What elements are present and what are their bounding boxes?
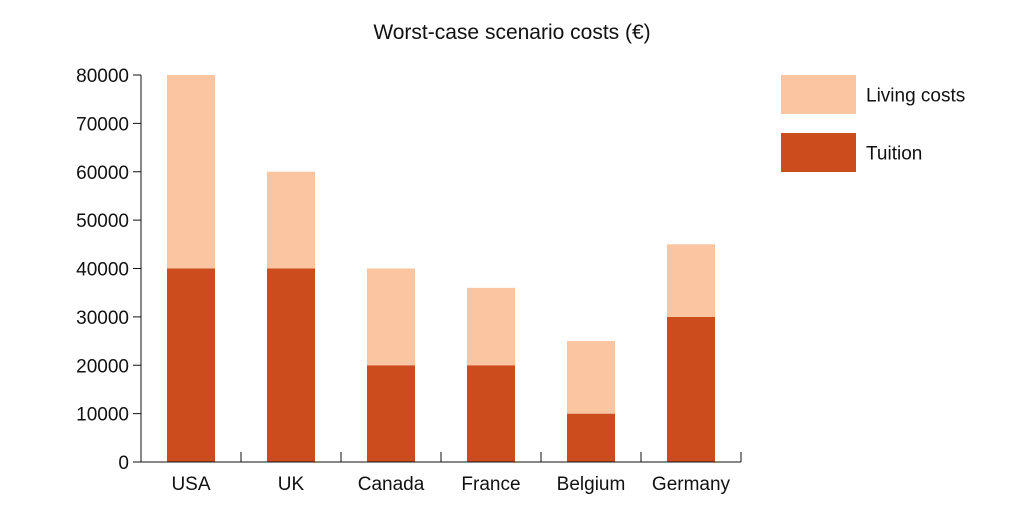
- y-tick-label: 50000: [76, 211, 129, 232]
- bar-germany-living-costs: [667, 244, 715, 317]
- bar-germany-tuition: [667, 316, 715, 462]
- bar-uk-tuition: [267, 268, 315, 462]
- bar-canada-tuition: [367, 365, 415, 462]
- x-tick-label-canada: Canada: [358, 474, 425, 495]
- axes: 0 10000 20000 30000 40000 50000 60000 70000 8000…: [76, 66, 742, 495]
- y-tick-label: 40000: [76, 260, 129, 281]
- bar-belgium-tuition: [567, 413, 615, 462]
- legend: Living costs Tuition: [781, 75, 965, 172]
- legend-label-living-costs: Living costs: [866, 86, 965, 107]
- y-tick-label: 10000: [76, 405, 129, 426]
- y-tick-label: 60000: [76, 163, 129, 184]
- bar-usa-tuition: [167, 268, 215, 462]
- bars: [167, 75, 715, 462]
- y-tick-label: 70000: [76, 114, 129, 135]
- legend-label-tuition: Tuition: [866, 144, 922, 165]
- bar-france-tuition: [467, 365, 515, 462]
- x-tick-label-belgium: Belgium: [557, 474, 626, 495]
- y-tick-label: 80000: [76, 66, 129, 87]
- bar-uk-living-costs: [267, 171, 315, 269]
- x-tick-label-usa: USA: [171, 474, 210, 495]
- chart-title: Worst-case scenario costs (€): [373, 21, 650, 44]
- legend-swatch-living-costs: [781, 75, 856, 114]
- x-tick-label-uk: UK: [278, 474, 305, 495]
- x-tick-label-france: France: [461, 474, 520, 495]
- bar-belgium-living-costs: [567, 341, 615, 414]
- y-tick-label: 20000: [76, 356, 129, 377]
- bar-usa-living-costs: [167, 75, 215, 269]
- x-tick-label-germany: Germany: [652, 474, 731, 495]
- bar-france-living-costs: [467, 287, 515, 366]
- bar-canada-living-costs: [367, 268, 415, 366]
- y-tick-label: 30000: [76, 308, 129, 329]
- y-tick-label: 0: [118, 453, 129, 474]
- legend-swatch-tuition: [781, 133, 856, 172]
